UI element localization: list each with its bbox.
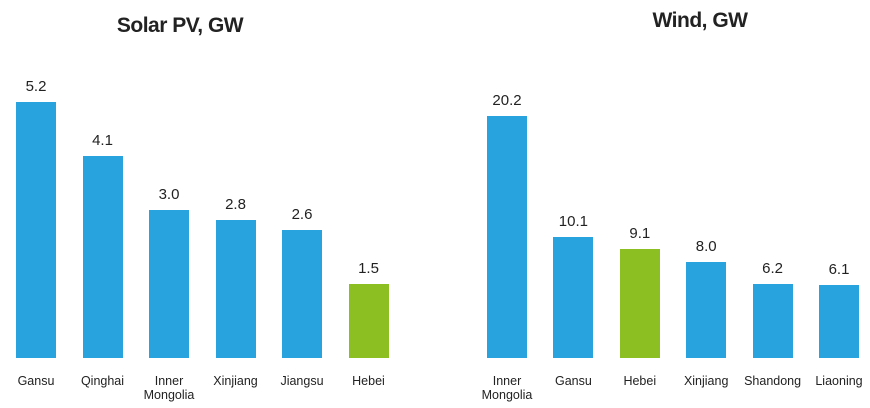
- bar: [282, 230, 322, 358]
- x-tick-label: Xinjiang: [213, 374, 258, 388]
- value-label: 2.8: [225, 196, 246, 214]
- solar-chart: Solar PV, GW 5.2 Gansu 4.1 Qinghai 3.0 Inner M…: [16, 14, 389, 402]
- x-tick-label: Jiangsu: [280, 374, 324, 388]
- bar: [215, 220, 256, 358]
- bar: [487, 116, 527, 358]
- value-label: 20.2: [492, 92, 522, 109]
- value-label: 2.6: [291, 206, 313, 223]
- x-tick-label: Inner Mongolia: [481, 374, 533, 402]
- bar: [686, 262, 727, 358]
- x-tick-label: Shandong: [744, 374, 802, 388]
- x-tick-label: Hebei: [623, 374, 657, 388]
- chart-title: Wind, GW: [652, 9, 748, 32]
- chart-title: Solar PV, GW: [116, 14, 244, 37]
- x-tick-label: Hebei: [352, 374, 385, 388]
- value-label: 10.1: [558, 213, 588, 230]
- bar: [348, 284, 389, 358]
- value-label: 4.1: [92, 132, 113, 150]
- bar: [752, 283, 793, 358]
- value-label: 6.2: [762, 259, 784, 277]
- bar: [16, 102, 56, 358]
- wind-chart: Wind, GW 20.2 Inner Mongolia 10.1 Gansu 9.1 He…: [435, 0, 870, 408]
- x-tick-label: Qinghai: [80, 374, 125, 388]
- bar: [149, 210, 189, 358]
- value-label: 5.2: [25, 78, 47, 95]
- x-tick-label: Xinjiang: [683, 374, 729, 388]
- bar: [553, 237, 594, 358]
- x-tick-label: Gansu: [17, 374, 55, 388]
- value-label: 8.0: [695, 238, 717, 256]
- value-label: 3.0: [158, 186, 180, 204]
- x-tick-label: Liaoning: [815, 374, 863, 388]
- value-label: 1.5: [358, 260, 379, 278]
- bar: [819, 284, 859, 358]
- value-label: 6.1: [828, 260, 850, 278]
- x-tick-label: Inner Mongolia: [143, 374, 195, 402]
- bar: [82, 156, 123, 358]
- bar: [619, 248, 660, 358]
- value-label: 9.1: [629, 224, 651, 242]
- x-tick-label: Gansu: [554, 374, 592, 388]
